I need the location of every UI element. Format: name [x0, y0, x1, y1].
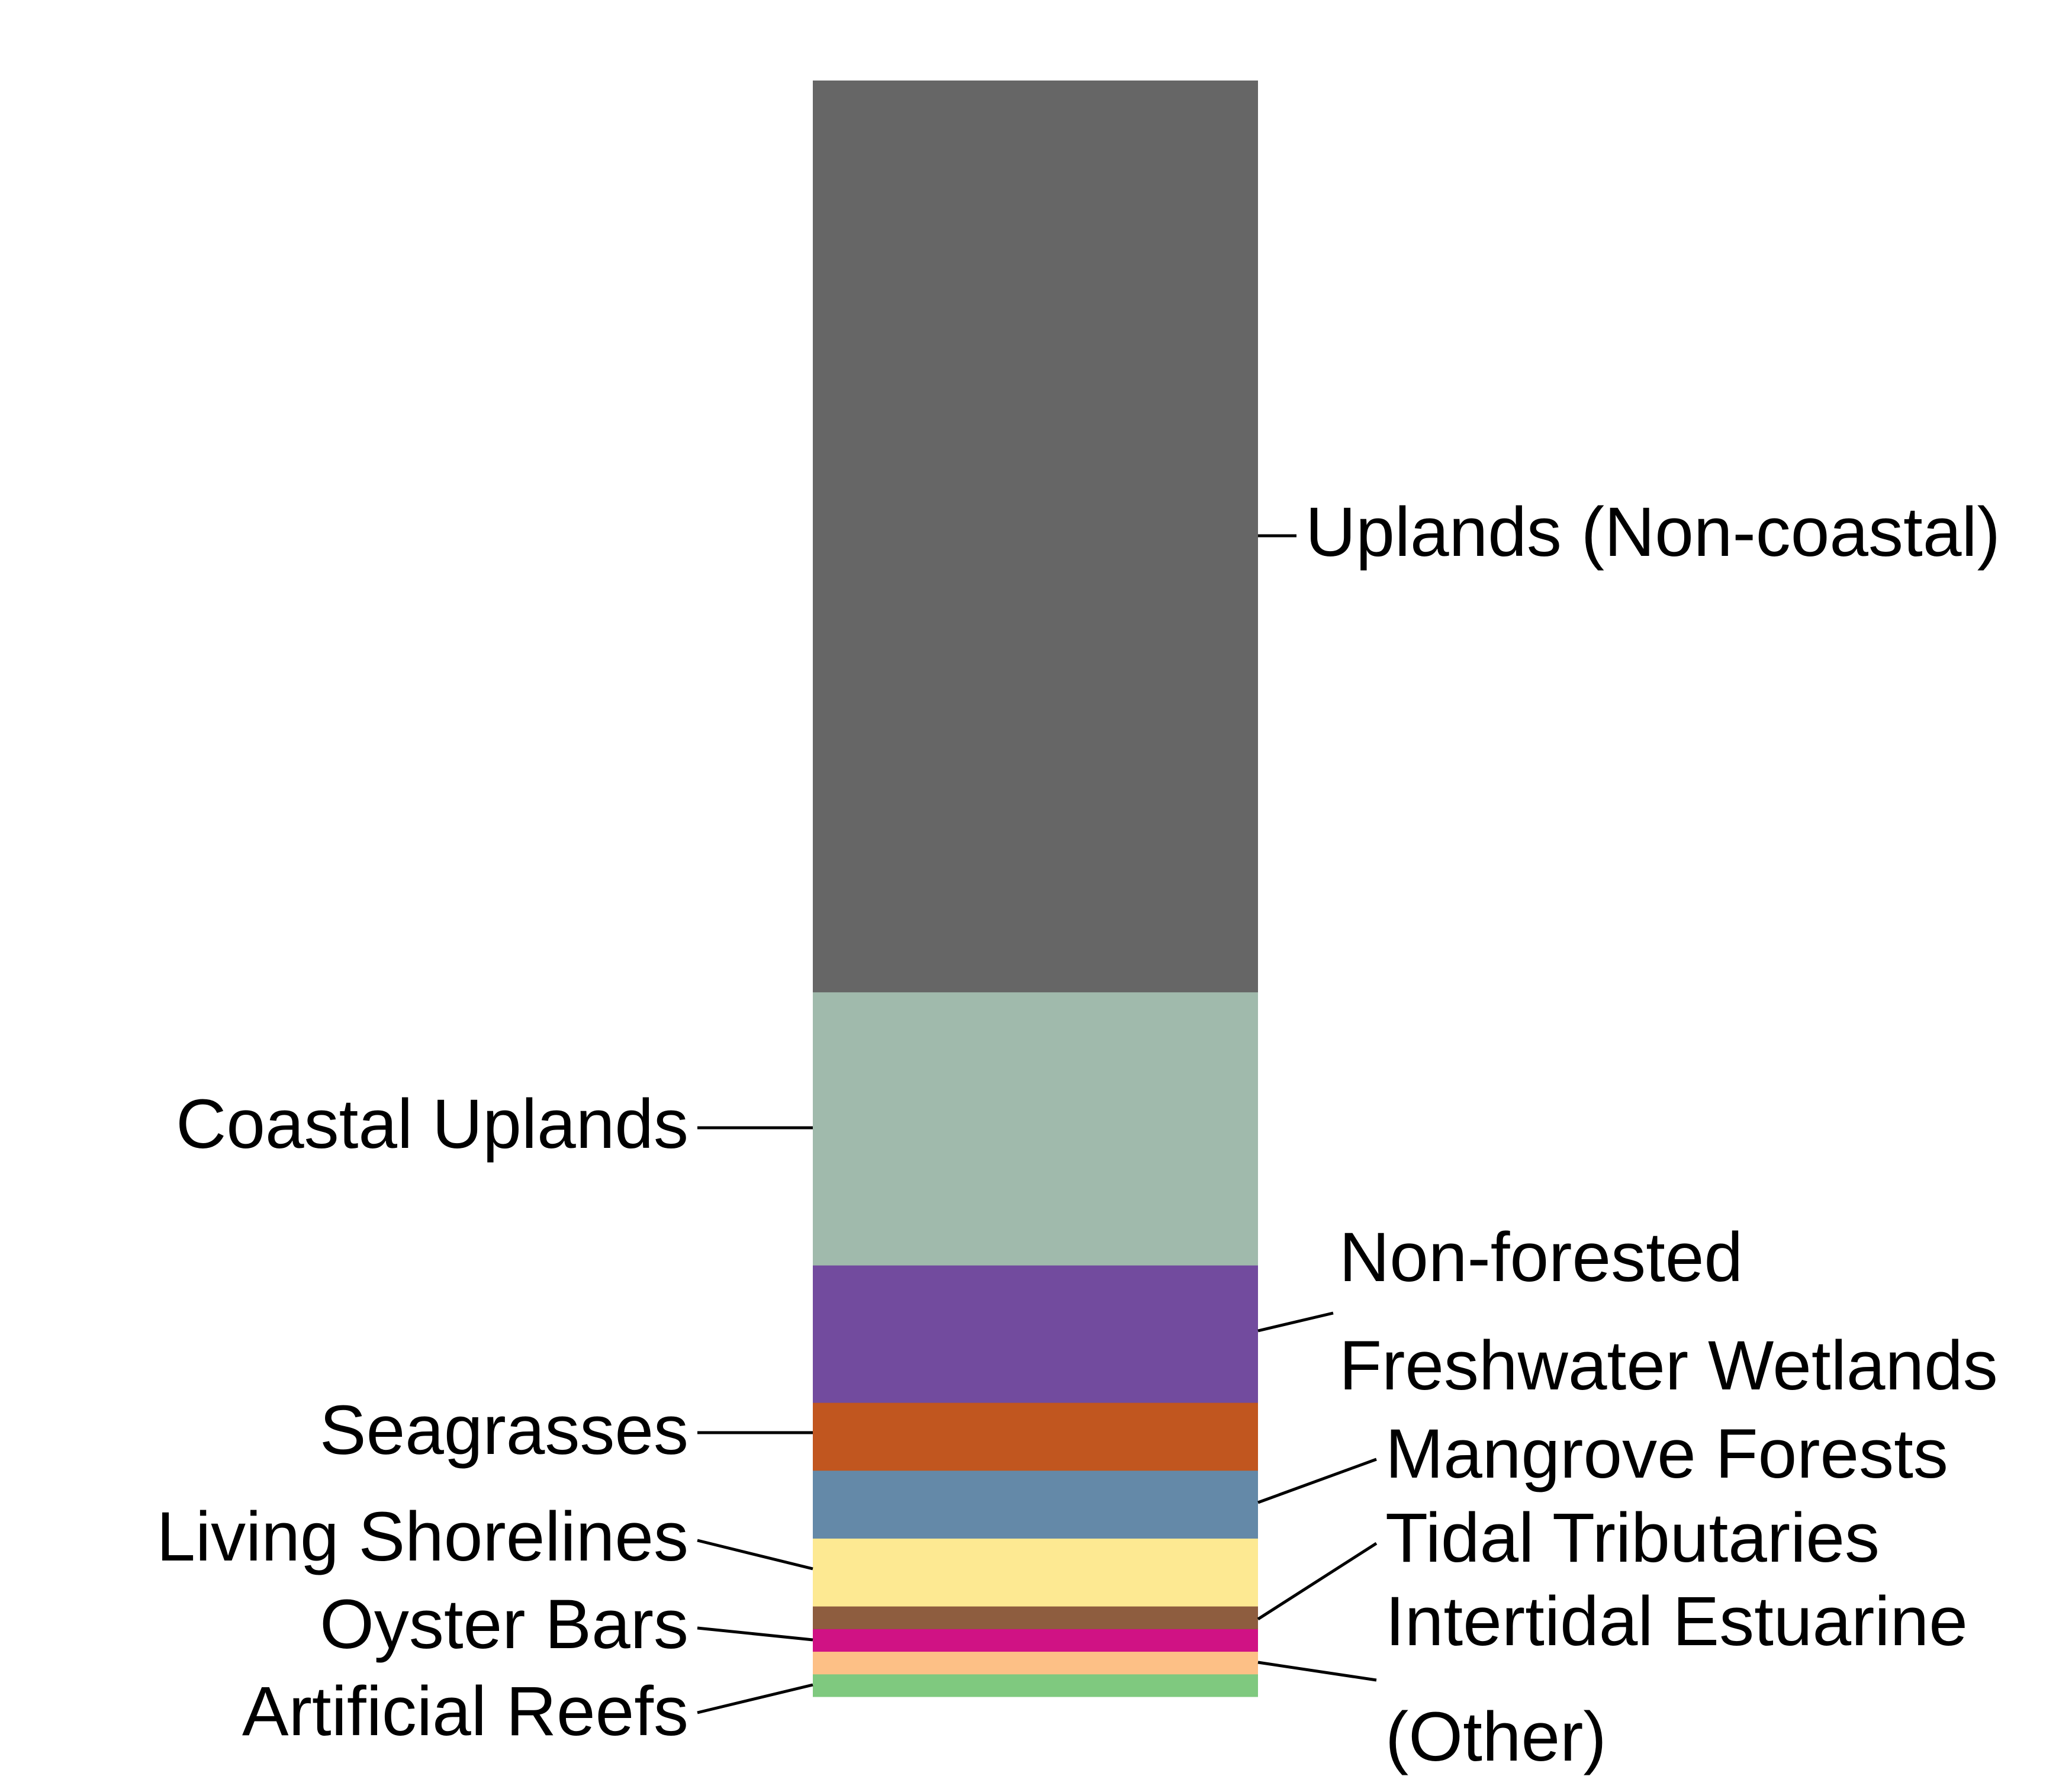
- label-tidal-tributaries: Tidal Tributaries: [1385, 1499, 1880, 1577]
- leader-line-non-forested-freshwater-wetlands: [1257, 1311, 1334, 1333]
- bar-segment-artificial-reefs: [813, 1674, 1258, 1697]
- segment-labels: Artificial Reefs Intertidal Estuarine (Oth…: [156, 493, 2000, 1776]
- bar-segment-non-forested-freshwater-wetlands: [813, 1265, 1258, 1403]
- bar-segment-oyster-bars: [813, 1629, 1258, 1652]
- leader-line-mangrove-forests: [1257, 1458, 1377, 1504]
- bar-segment-coastal-uplands: [813, 992, 1258, 1266]
- leader-line-intertidal-estuarine-other: [1257, 1661, 1377, 1682]
- leader-line-artificial-reefs: [697, 1683, 813, 1714]
- label-oyster-bars: Oyster Bars: [320, 1585, 688, 1664]
- bar-segment-living-shorelines: [813, 1538, 1258, 1607]
- bar-segment-mangrove-forests: [813, 1470, 1258, 1539]
- leader-lines: [697, 534, 1378, 1714]
- bar-segment-tidal-tributaries: [813, 1606, 1258, 1629]
- leader-line-oyster-bars: [697, 1626, 813, 1642]
- label-mangrove-forests: Mangrove Forests: [1385, 1415, 1948, 1493]
- label-non-forested-freshwater-wetlands: Non-forested Freshwater Wetlands: [1339, 1218, 1998, 1405]
- label-intertidal-estuarine-other: Intertidal Estuarine (Other): [1385, 1582, 1968, 1776]
- leader-line-tidal-tributaries: [1257, 1542, 1378, 1621]
- leader-line-living-shorelines: [697, 1539, 813, 1571]
- label-artificial-reefs: Artificial Reefs: [242, 1672, 688, 1751]
- label-uplands-non-coastal: Uplands (Non-coastal): [1305, 493, 2000, 571]
- label-living-shorelines: Living Shorelines: [156, 1498, 688, 1576]
- bar-segments: [813, 81, 1258, 1697]
- label-coastal-uplands: Coastal Uplands: [176, 1085, 688, 1163]
- bar-segment-intertidal-estuarine-other: [813, 1651, 1258, 1675]
- bar-segment-uplands-non-coastal: [813, 81, 1258, 993]
- label-seagrasses: Seagrasses: [320, 1391, 688, 1469]
- bar-segment-seagrasses: [813, 1402, 1258, 1471]
